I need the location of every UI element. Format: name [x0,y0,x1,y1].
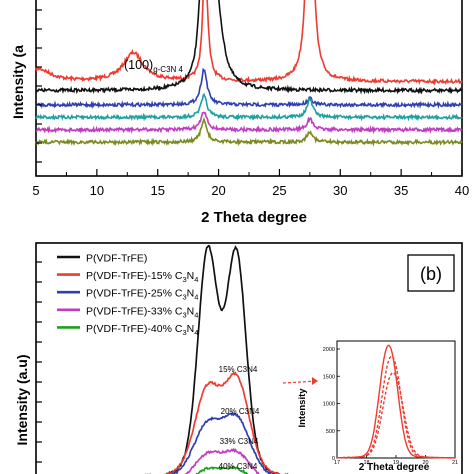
curve-label: 20% C3N4 [221,407,260,416]
svg-text:(b): (b) [420,264,442,284]
legend-entry: P(VDF-TrFE)-15% C3N4 [86,270,198,284]
inset-x-tick-label: 21 [452,460,458,466]
inset-x-tick-label: 20 [422,460,428,466]
panel-a-series [35,0,463,147]
inset-x-tick-label: 19 [393,460,399,466]
panel-a-series-line-6 [35,116,463,147]
inset-x-tick-label: 18 [363,460,369,466]
legend-entry: P(VDF-TrFE)-33% C3N4 [86,305,198,319]
panel-a: 5 10 15 20 25 30 35 40 2 Theta degree Intensity… [10,0,469,226]
curve-label: 15% C3N4 [219,365,258,374]
panel-b-series-line-5 [194,465,249,474]
panel-b-series-line-2 [164,371,282,474]
curve-label: 33% C3N4 [220,437,259,446]
legend-entry: P(VDF-TrFE)-40% C3N4 [86,323,198,337]
inset-pointer-arrowhead [312,377,318,385]
panel-a-y-ticks [36,9,42,163]
panel-b-curve-labels: 15% C3N4 20% C3N4 33% C3N4 40% C3N4 [219,365,319,471]
panel-b-inset: 2000 1500 1000 500 0 17 18 19 20 21 Intensity 2 … [297,340,458,473]
panel-b-legend: P(VDF-TrFE) P(VDF-TrFE)-15% C3N4 P(VDF-TrF… [57,253,198,337]
legend-entry: P(VDF-TrFE) [86,253,147,265]
inset-frame [336,340,456,459]
panel-b: Intensity (a.u) (b) P(VDF-TrFE)P(VDF-TrF… [14,242,463,474]
panel-a-x-tick-label: 5 [32,183,39,198]
inset-series [337,344,455,459]
panel-b-series-line-4 [184,447,261,474]
inset-x-ticks: 17 18 19 20 21 [334,455,458,466]
inset-y-tick-label: 2000 [323,347,335,353]
inset-pointer-arrow [282,380,319,384]
inset-x-tick-label: 17 [334,460,340,466]
panel-a-series-line-3 [35,67,463,110]
panel-b-series-line-3 [169,411,275,474]
panel-b-frame [35,242,463,474]
inset-series-line-2 [337,355,455,459]
panel-a-y-axis-label: Intensity (a [10,45,26,119]
panel-a-x-tick-label: 30 [333,183,347,198]
panel-b-y-ticks [36,261,42,463]
panel-a-x-axis-label: 2 Theta degree [201,209,307,226]
panel-a-series-line-2 [35,0,462,95]
inset-y-tick-label: 1000 [323,402,335,408]
inset-y-tick-label: 1500 [323,374,335,380]
inset-y-tick-label: 0 [332,456,335,462]
curve-label: 40% C3N4 [219,462,258,471]
inset-y-tick-label: 500 [326,429,335,435]
panel-a-x-ticks: 5 10 15 20 25 30 35 40 [32,169,469,198]
inset-y-axis-label: Intensity [297,388,308,428]
panel-a-annotation-100: (100)g-C3N 4 [124,58,184,74]
panel-a-x-tick-label: 35 [394,183,408,198]
inset-x-axis-label: 2 Theta degree [359,462,430,473]
panel-a-series-line-4 [35,92,463,122]
panel-b-label-box: (b) [407,254,455,292]
panel-a-x-tick-label: 20 [211,183,225,198]
panel-a-x-tick-label: 15 [150,183,164,198]
legend-entry: P(VDF-TrFE)-25% C3N4 [86,288,198,302]
panel-a-x-tick-label: 25 [272,183,286,198]
panel-a-x-tick-label: 40 [455,183,469,198]
panel-a-x-tick-label: 10 [90,183,104,198]
panel-a-series-line-5 [35,111,463,135]
panel-a-series-line-1 [35,0,463,86]
panel-b-y-axis-label: Intensity (a.u) [14,354,30,445]
